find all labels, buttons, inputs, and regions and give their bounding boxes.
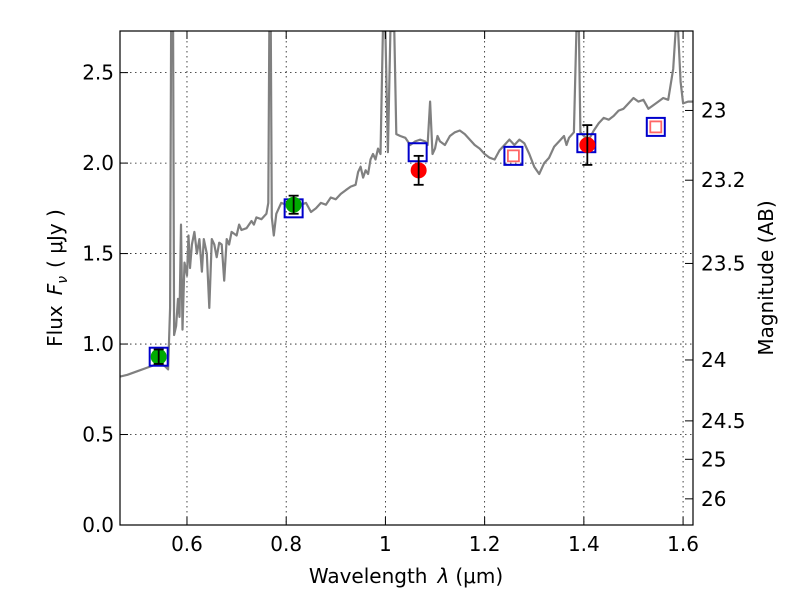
- y-tick-label: 2.0: [82, 151, 114, 175]
- plot-background: [120, 31, 693, 525]
- y-tick-label: 0.0: [82, 513, 114, 537]
- y-tick-label: 2.5: [82, 61, 114, 85]
- magnitude-axis-label: Magnitude (AB): [754, 200, 778, 355]
- model-box: [148, 346, 169, 367]
- y-axis-label-symbol: F: [43, 283, 67, 295]
- upper-limit-box: [649, 120, 663, 134]
- x-axis-ticks: 0.6 0.8 1 1.2 1.4 1.6: [171, 31, 699, 556]
- model-boxes: [148, 116, 666, 367]
- x-axis-label: Wavelength λ (μm): [309, 564, 503, 588]
- detection-markers: [150, 124, 596, 365]
- y-tick-label: 1.5: [82, 242, 114, 266]
- magnitude-axis-ticks: 23 23.2 23.5 24 24.5 25 26: [685, 98, 746, 511]
- x-axis-label-symbol: λ: [437, 564, 450, 588]
- x-tick-label: 1.4: [568, 532, 600, 556]
- plot-frame: [119, 30, 694, 526]
- magnitude-tick-label: 23.2: [701, 168, 746, 192]
- magnitude-tick-label: 26: [701, 487, 726, 511]
- x-tick-label: 1.6: [667, 532, 699, 556]
- x-tick-label: 1: [379, 532, 392, 556]
- x-axis-label-unit: (μm): [455, 564, 503, 588]
- x-tick-label: 0.6: [171, 532, 203, 556]
- model-box: [503, 145, 524, 166]
- y-axis-ticks: 0.0 0.5 1.0 1.5 2.0 2.5: [82, 61, 128, 537]
- spectrum-line: [120, 31, 693, 378]
- magnitude-tick-label: 25: [701, 447, 726, 471]
- x-tick-label: 1.2: [469, 532, 501, 556]
- y-axis-label-subscript: ν: [55, 276, 71, 284]
- model-box: [407, 142, 428, 163]
- magnitude-tick-label: 23.5: [701, 251, 746, 275]
- y-axis-label-unit: ( μJy ): [43, 209, 67, 268]
- y-tick-label: 1.0: [82, 332, 114, 356]
- magnitude-tick-label: 24.5: [701, 409, 746, 433]
- x-axis-label-text: Wavelength: [309, 564, 428, 588]
- model-box: [645, 116, 666, 137]
- y-axis-label: Flux Fν ( μJy ): [43, 209, 71, 347]
- y-tick-label: 0.5: [82, 423, 114, 447]
- magnitude-tick-label: 24: [701, 348, 726, 372]
- x-tick-label: 0.8: [270, 532, 302, 556]
- plot-area: [120, 31, 693, 378]
- y-axis-label-text: Flux: [43, 305, 67, 347]
- upper-limit-box: [507, 149, 520, 163]
- upper-limit-markers: [507, 120, 663, 163]
- magnitude-tick-label: 23: [701, 98, 726, 122]
